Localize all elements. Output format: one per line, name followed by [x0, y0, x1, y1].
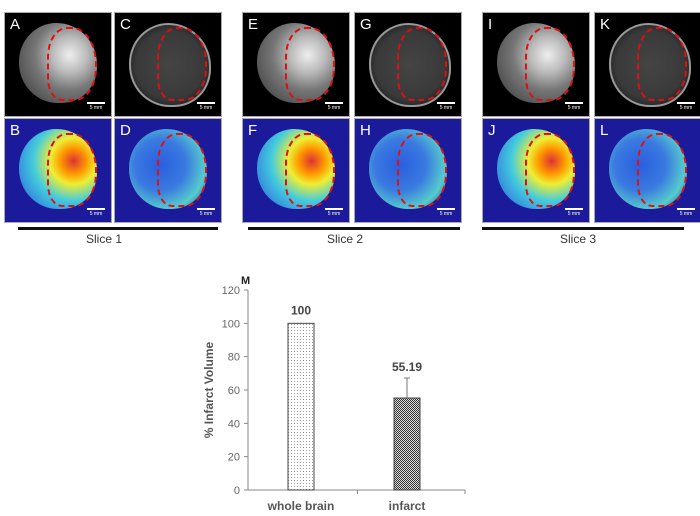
panel-e: E 5 mm	[242, 12, 350, 117]
scale-label: 5 mm	[679, 105, 693, 111]
scale-bar: 5 mm	[565, 102, 583, 111]
scale-label: 5 mm	[567, 105, 581, 111]
scale-label: 5 mm	[327, 105, 341, 111]
slice-2-label: Slice 2	[327, 232, 364, 246]
infarct-outline	[525, 27, 575, 101]
scale-label: 5 mm	[199, 211, 213, 217]
infarct-outline	[525, 133, 575, 207]
panel-f: F 5 mm	[242, 118, 350, 223]
y-tick-label: 20	[228, 452, 240, 464]
panel-label: C	[120, 16, 131, 33]
infarct-outline	[157, 133, 207, 207]
panel-label: E	[248, 16, 259, 33]
scale-bar: 5 mm	[197, 208, 215, 217]
panel-label: J	[488, 122, 496, 139]
scale-label: 5 mm	[439, 105, 453, 111]
scale-label: 5 mm	[89, 211, 103, 217]
scale-bar: 5 mm	[677, 102, 695, 111]
scale-bar: 5 mm	[565, 208, 583, 217]
panel-a: A 5 mm	[4, 12, 112, 117]
scale-bar: 5 mm	[87, 208, 105, 217]
infarct-outline	[637, 27, 687, 101]
scale-bar: 5 mm	[437, 102, 455, 111]
panel-l: L 5 mm	[594, 118, 700, 223]
infarct-outline	[637, 133, 687, 207]
scale-label: 5 mm	[199, 105, 213, 111]
scale-bar: 5 mm	[677, 208, 695, 217]
bar-infarct	[393, 397, 421, 491]
panel-h: H 5 mm	[354, 118, 462, 223]
panel-i: I 5 mm	[482, 12, 590, 117]
panel-label-m: M	[241, 275, 250, 287]
slice-2-bar	[248, 227, 460, 230]
slice-3-bar	[482, 227, 684, 230]
infarct-outline	[47, 133, 97, 207]
infarct-outline	[285, 133, 335, 207]
y-tick-label: 40	[228, 418, 240, 430]
scale-bar: 5 mm	[325, 208, 343, 217]
panel-b: B 5 mm	[4, 118, 112, 223]
scale-label: 5 mm	[567, 211, 581, 217]
infarct-outline	[157, 27, 207, 101]
y-tick-label: 120	[222, 285, 240, 297]
slice-1-label: Slice 1	[86, 232, 123, 246]
infarct-outline	[397, 27, 447, 101]
scale-bar: 5 mm	[437, 208, 455, 217]
panel-label: F	[248, 122, 258, 139]
panel-label: D	[120, 122, 131, 139]
x-tick-label: whole brain	[267, 499, 335, 513]
scale-bar: 5 mm	[197, 102, 215, 111]
infarct-outline	[47, 27, 97, 101]
y-tick-label: 100	[222, 318, 240, 330]
scale-label: 5 mm	[679, 211, 693, 217]
panel-label: H	[360, 122, 371, 139]
scale-bar: 5 mm	[325, 102, 343, 111]
panel-k: K 5 mm	[594, 12, 700, 117]
panel-label: K	[600, 16, 611, 33]
panel-label: L	[600, 122, 609, 139]
y-tick-label: 60	[228, 385, 240, 397]
scale-label: 5 mm	[439, 211, 453, 217]
slice-3-label: Slice 3	[560, 232, 597, 246]
panel-j: J 5 mm	[482, 118, 590, 223]
scale-label: 5 mm	[89, 105, 103, 111]
scale-label: 5 mm	[327, 211, 341, 217]
panel-label: A	[10, 16, 21, 33]
scale-bar: 5 mm	[87, 102, 105, 111]
panel-c: C 5 mm	[114, 12, 222, 117]
data-label: 100	[291, 303, 311, 317]
panel-label: G	[360, 16, 372, 33]
slice-1-bar	[18, 227, 218, 230]
infarct-outline	[397, 133, 447, 207]
bar-whole-brain	[287, 322, 315, 491]
data-label: 55.19	[392, 360, 422, 374]
panel-d: D 5 mm	[114, 118, 222, 223]
panel-label: I	[488, 16, 493, 33]
x-tick-label: infarct	[389, 499, 426, 513]
y-axis-label: % Infarct Volume	[202, 341, 216, 438]
y-tick-label: 0	[234, 485, 240, 497]
panel-label: B	[10, 122, 21, 139]
infarct-outline	[285, 27, 335, 101]
panel-g: G 5 mm	[354, 12, 462, 117]
y-tick-label: 80	[228, 352, 240, 364]
